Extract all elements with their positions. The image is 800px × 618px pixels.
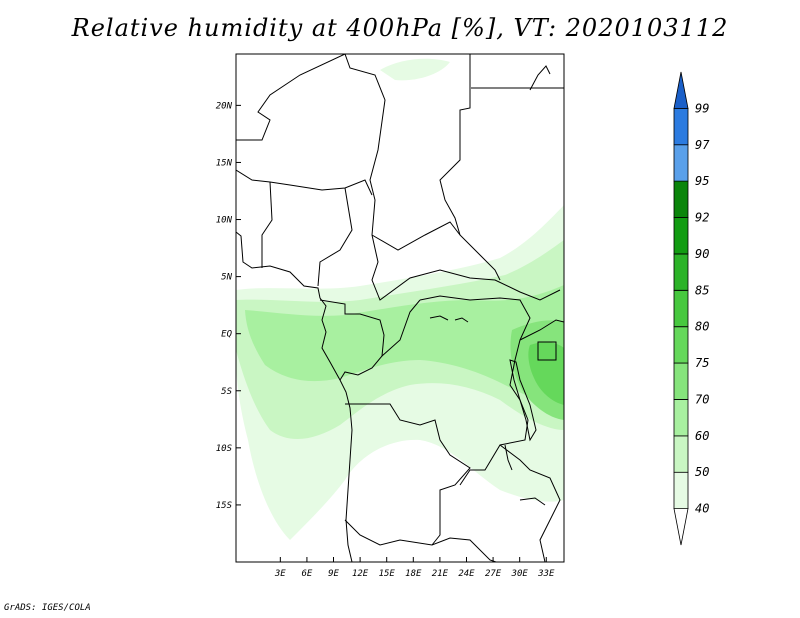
lon-tick-label: 33E (537, 569, 555, 579)
lon-tick-label: 15E (379, 569, 396, 579)
colorbar-segment (673, 217, 689, 255)
map-frame (235, 53, 565, 563)
lon-tick-label: 24E (458, 569, 475, 579)
lat-tick-label: 15N (216, 158, 233, 168)
colorbar-label: 50 (695, 465, 709, 479)
lon-tick-label: 21E (432, 569, 449, 579)
lon-tick-label: 30E (511, 569, 529, 579)
colorbar-segment (673, 253, 689, 291)
colorbar-label: 97 (695, 138, 710, 152)
colorbar: 40 50 60 70 75 80 85 90 92 95 97 99 (673, 71, 710, 546)
colorbar-segment (673, 107, 689, 146)
lat-tick-label: 5N (221, 273, 232, 283)
lat-tick-label: 10N (216, 216, 233, 226)
lon-tick-label: 27E (485, 569, 502, 579)
colorbar-segment (673, 399, 689, 437)
lon-tick-label: 12E (352, 569, 369, 579)
colorbar-label: 80 (695, 320, 709, 334)
colorbar-label: 90 (695, 247, 709, 261)
grads-credit: GrADS: IGES/COLA (4, 603, 91, 613)
lon-tick-label: 3E (274, 569, 286, 579)
longitude-axis: 3E 6E 9E 12E 15E 18E 21E 24E 27E 30E 33E (274, 557, 555, 579)
humidity-area-moderate (245, 285, 564, 410)
colorbar-label: 40 (695, 502, 709, 516)
lat-tick-label: 5S (221, 387, 232, 397)
colorbar-label: 92 (695, 211, 709, 225)
colorbar-label: 99 (695, 101, 709, 115)
colorbar-segment (673, 144, 689, 182)
colorbar-segment (673, 289, 689, 328)
humidity-area-higher (528, 342, 564, 405)
colorbar-label: 85 (695, 283, 709, 297)
lat-tick-label: 20N (216, 101, 233, 111)
colorbar-segment (673, 435, 689, 473)
colorbar-label: 70 (695, 392, 709, 406)
colorbar-segment (673, 326, 689, 364)
lon-tick-label: 18E (405, 569, 422, 579)
colorbar-segment (673, 71, 689, 109)
colorbar-segment (673, 471, 689, 510)
colorbar-label: 75 (695, 356, 709, 370)
lat-tick-label: 10S (216, 444, 233, 454)
colorbar-segment (673, 180, 689, 218)
colorbar-segment (673, 508, 689, 546)
lat-tick-label: 15S (216, 501, 233, 511)
colorbar-label: 95 (695, 174, 709, 188)
humidity-area-north-patch (380, 58, 450, 81)
latitude-axis: 20N 15N 10N 5N EQ 5S 10S 15S (216, 101, 241, 511)
colorbar-segment (673, 362, 689, 400)
lon-tick-label: 9E (328, 569, 339, 579)
colorbar-label: 60 (695, 429, 709, 443)
map-title: Relative humidity at 400hPa [%], VT: 202… (71, 14, 729, 42)
country-boundaries (236, 54, 564, 562)
lon-tick-label: 6E (301, 569, 312, 579)
lat-tick-label: EQ (221, 330, 232, 340)
